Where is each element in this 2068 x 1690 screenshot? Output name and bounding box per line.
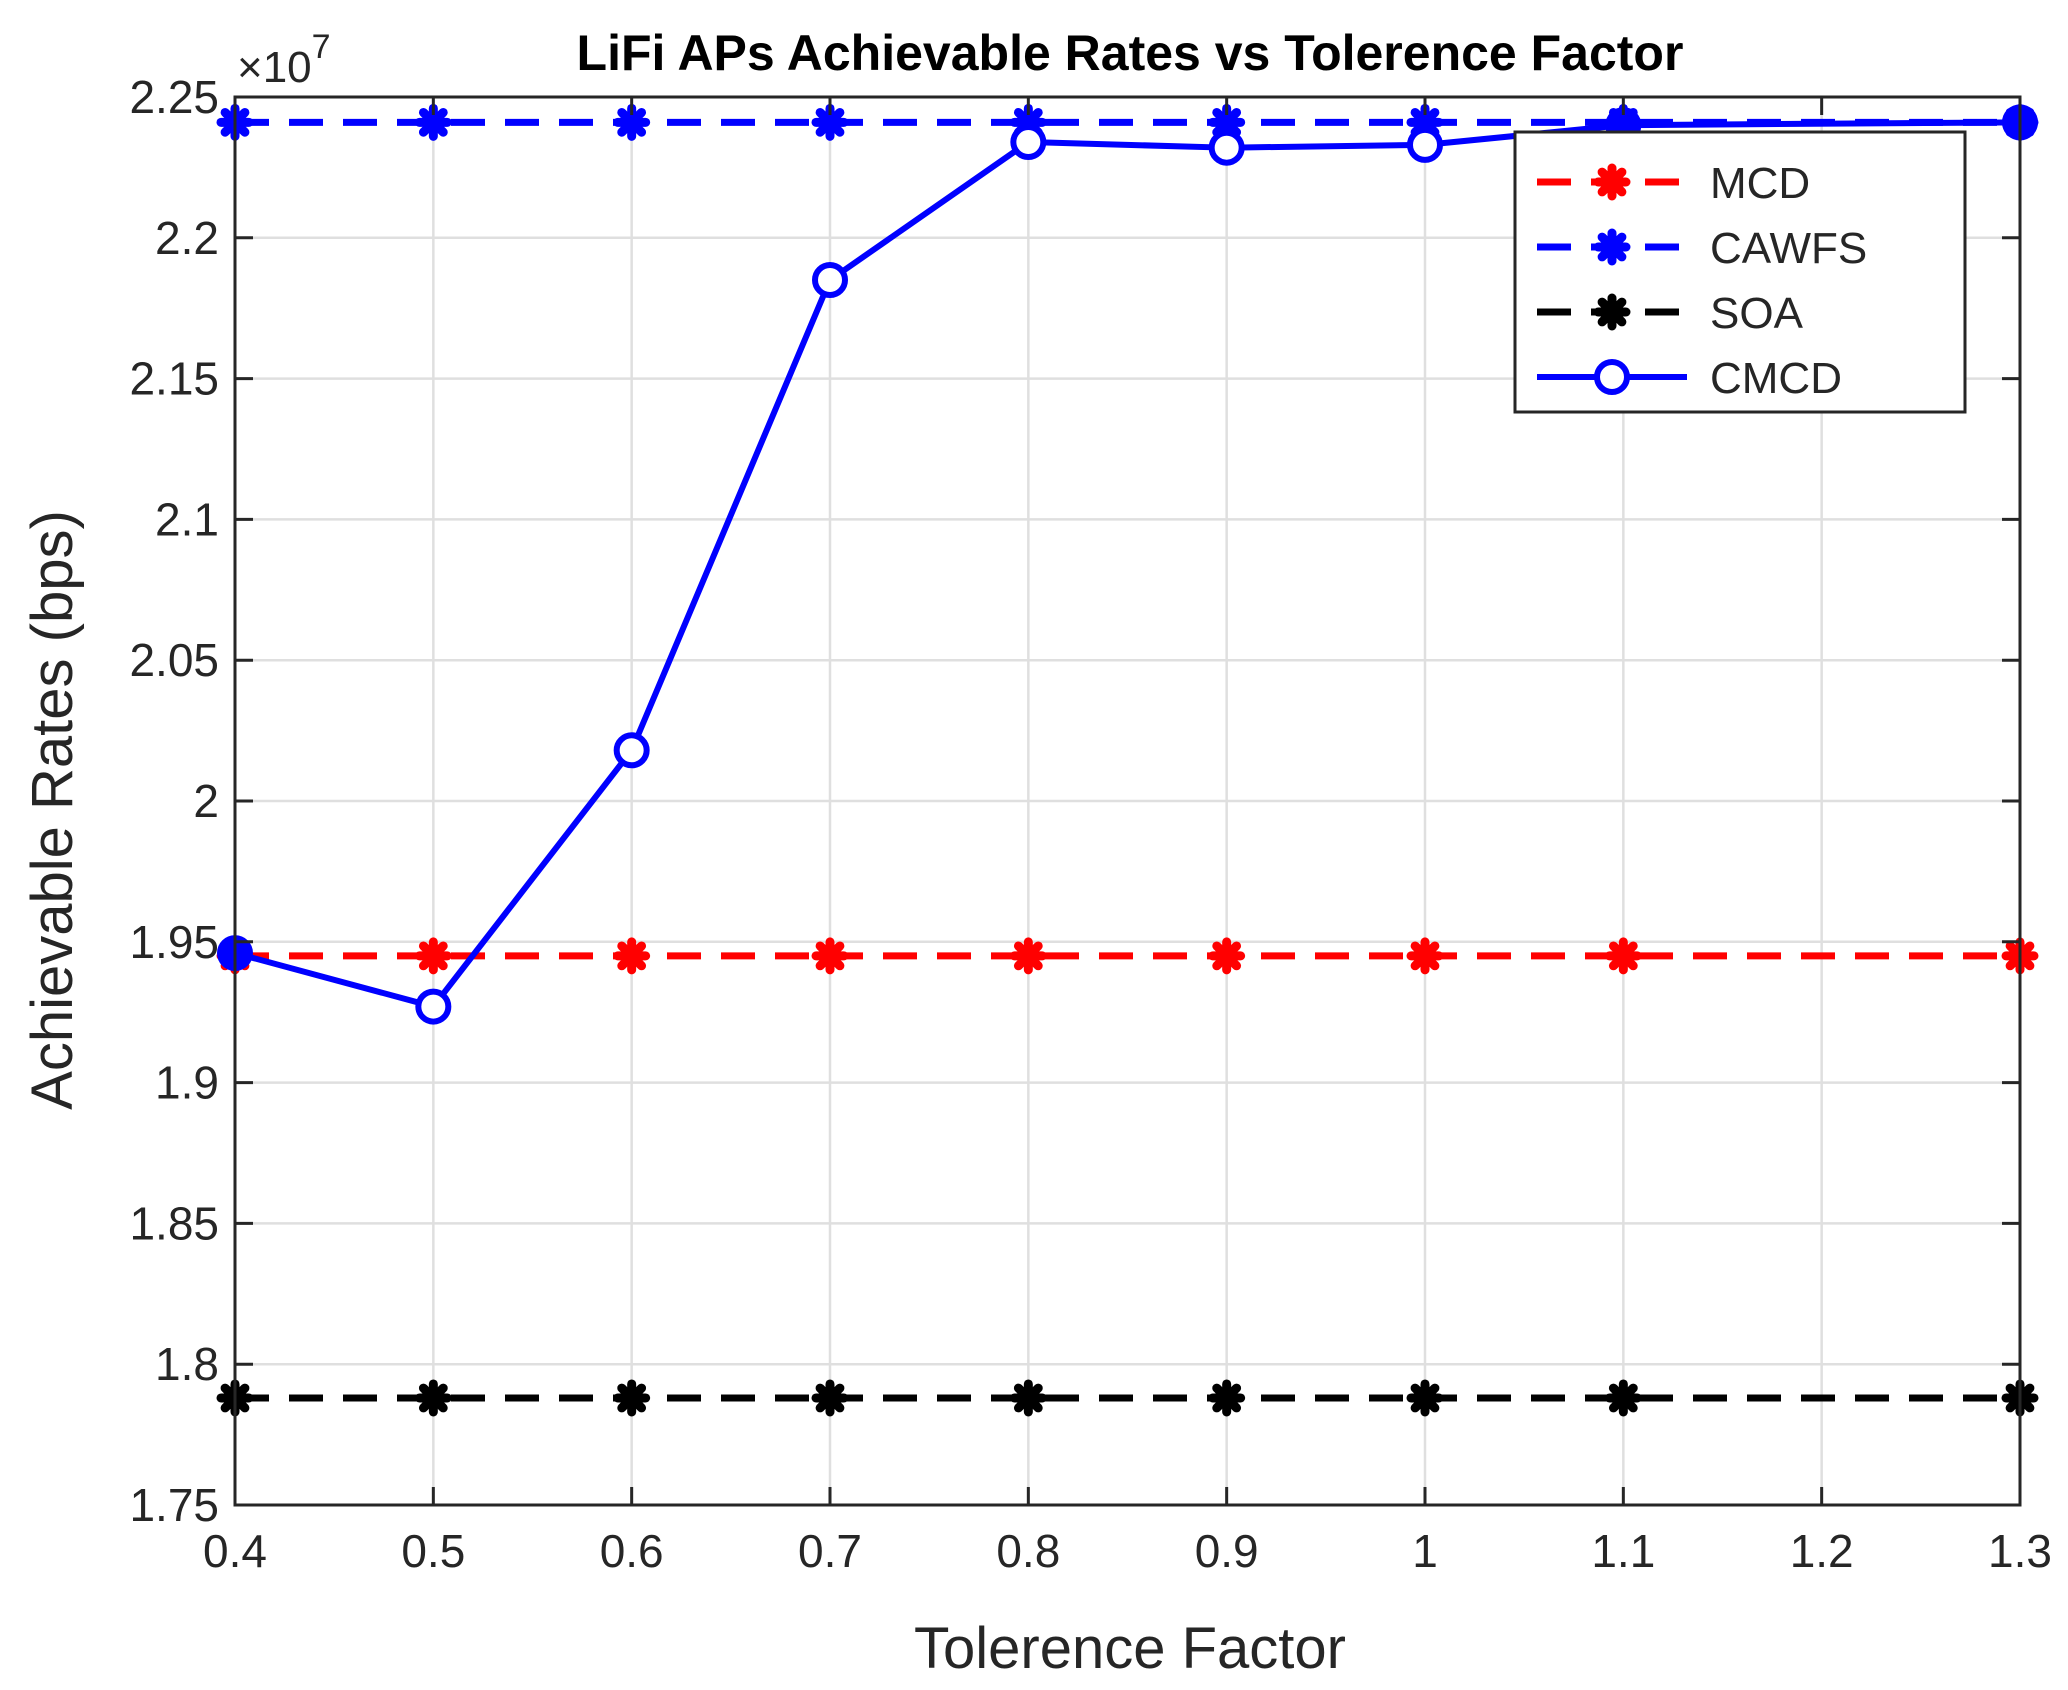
series-soa (216, 1379, 2039, 1417)
data-point-soa (414, 1379, 452, 1417)
x-axis-label: Tolerence Factor (914, 1616, 1346, 1681)
legend-swatch-marker (1594, 359, 1630, 395)
y-tick-label: 1.75 (129, 1479, 219, 1531)
y-tick-label: 2.15 (129, 353, 219, 405)
y-tick-label: 2.1 (155, 493, 219, 545)
x-tick-label: 1.1 (1591, 1525, 1655, 1577)
y-tick-label: 1.95 (129, 916, 219, 968)
data-point-mcd (414, 937, 452, 975)
data-point-soa (1406, 1379, 1444, 1417)
legend-box (1513, 130, 1967, 414)
data-point-cmcd (812, 262, 848, 299)
axes (233, 95, 2022, 1507)
data-point-soa (1604, 1379, 1642, 1417)
legend: MCD CAWFS SOA CMCD (1513, 130, 1967, 414)
grid (235, 97, 2020, 1505)
x-tick-label: 0.5 (401, 1525, 465, 1577)
x-tick-label: 0.9 (1195, 1525, 1259, 1577)
x-tick-label: 0.4 (203, 1525, 267, 1577)
tick-labels: 0.4 0.5 0.6 0.7 0.8 0.9 1 1.1 1.2 1.3 1.75 1.8 1.85 1… (129, 71, 2052, 1577)
y-tick-label: 2 (193, 775, 219, 827)
data-point-cmcd (613, 732, 650, 769)
legend-item-mcd: MCD (1537, 159, 1810, 208)
data-point-cawfs (811, 103, 849, 141)
data-point-cmcd (1407, 126, 1443, 163)
legend-label: CAWFS (1710, 224, 1867, 273)
y-tick-label: 2.05 (129, 634, 219, 686)
legend-item-soa: SOA (1537, 289, 1804, 338)
data-point-cmcd (1010, 124, 1047, 161)
y-axis-exponent: ×107 (237, 28, 331, 92)
x-tick-label: 1 (1412, 1525, 1438, 1577)
legend-label: MCD (1710, 159, 1810, 208)
data-point-mcd (1208, 937, 1246, 975)
data-point-soa (1009, 1379, 1047, 1417)
legend-item-cmcd: CMCD (1537, 354, 1842, 403)
legend-swatch-marker (1593, 228, 1631, 266)
legend-label: CMCD (1710, 354, 1842, 403)
y-tick-label: 2.25 (129, 71, 219, 123)
data-point-soa (811, 1379, 849, 1417)
data-point-mcd (1604, 937, 1642, 975)
data-point-cmcd (415, 988, 452, 1025)
data-point-mcd (811, 937, 849, 975)
x-tick-label: 1.3 (1988, 1525, 2052, 1577)
y-axis-label: Achievable Rates (bps) (20, 510, 85, 1110)
data-point-cmcd (1208, 129, 1245, 166)
y-axis-exponent-base: ×10 (237, 43, 312, 92)
x-tick-label: 1.2 (1790, 1525, 1854, 1577)
data-point-mcd (613, 937, 651, 975)
series-mcd (216, 937, 2039, 975)
x-tick-label: 0.8 (996, 1525, 1060, 1577)
y-axis-exponent-power: 7 (312, 28, 331, 66)
y-tick-label: 1.9 (155, 1057, 219, 1109)
data-point-soa (613, 1379, 651, 1417)
data-point-mcd (1009, 937, 1047, 975)
x-tick-label: 0.6 (600, 1525, 664, 1577)
y-tick-label: 1.85 (129, 1197, 219, 1249)
legend-swatch-marker (1593, 293, 1631, 331)
legend-label: SOA (1710, 289, 1804, 338)
data-point-mcd (1406, 937, 1444, 975)
legend-swatch-marker (1593, 163, 1631, 201)
y-tick-label: 1.8 (155, 1338, 219, 1390)
x-tick-label: 0.7 (798, 1525, 862, 1577)
data-point-soa (1208, 1379, 1246, 1417)
y-tick-label: 2.2 (155, 212, 219, 264)
chart-title: LiFi APs Achievable Rates vs Tolerence F… (577, 25, 1684, 81)
legend-item-cawfs: CAWFS (1537, 224, 1867, 273)
